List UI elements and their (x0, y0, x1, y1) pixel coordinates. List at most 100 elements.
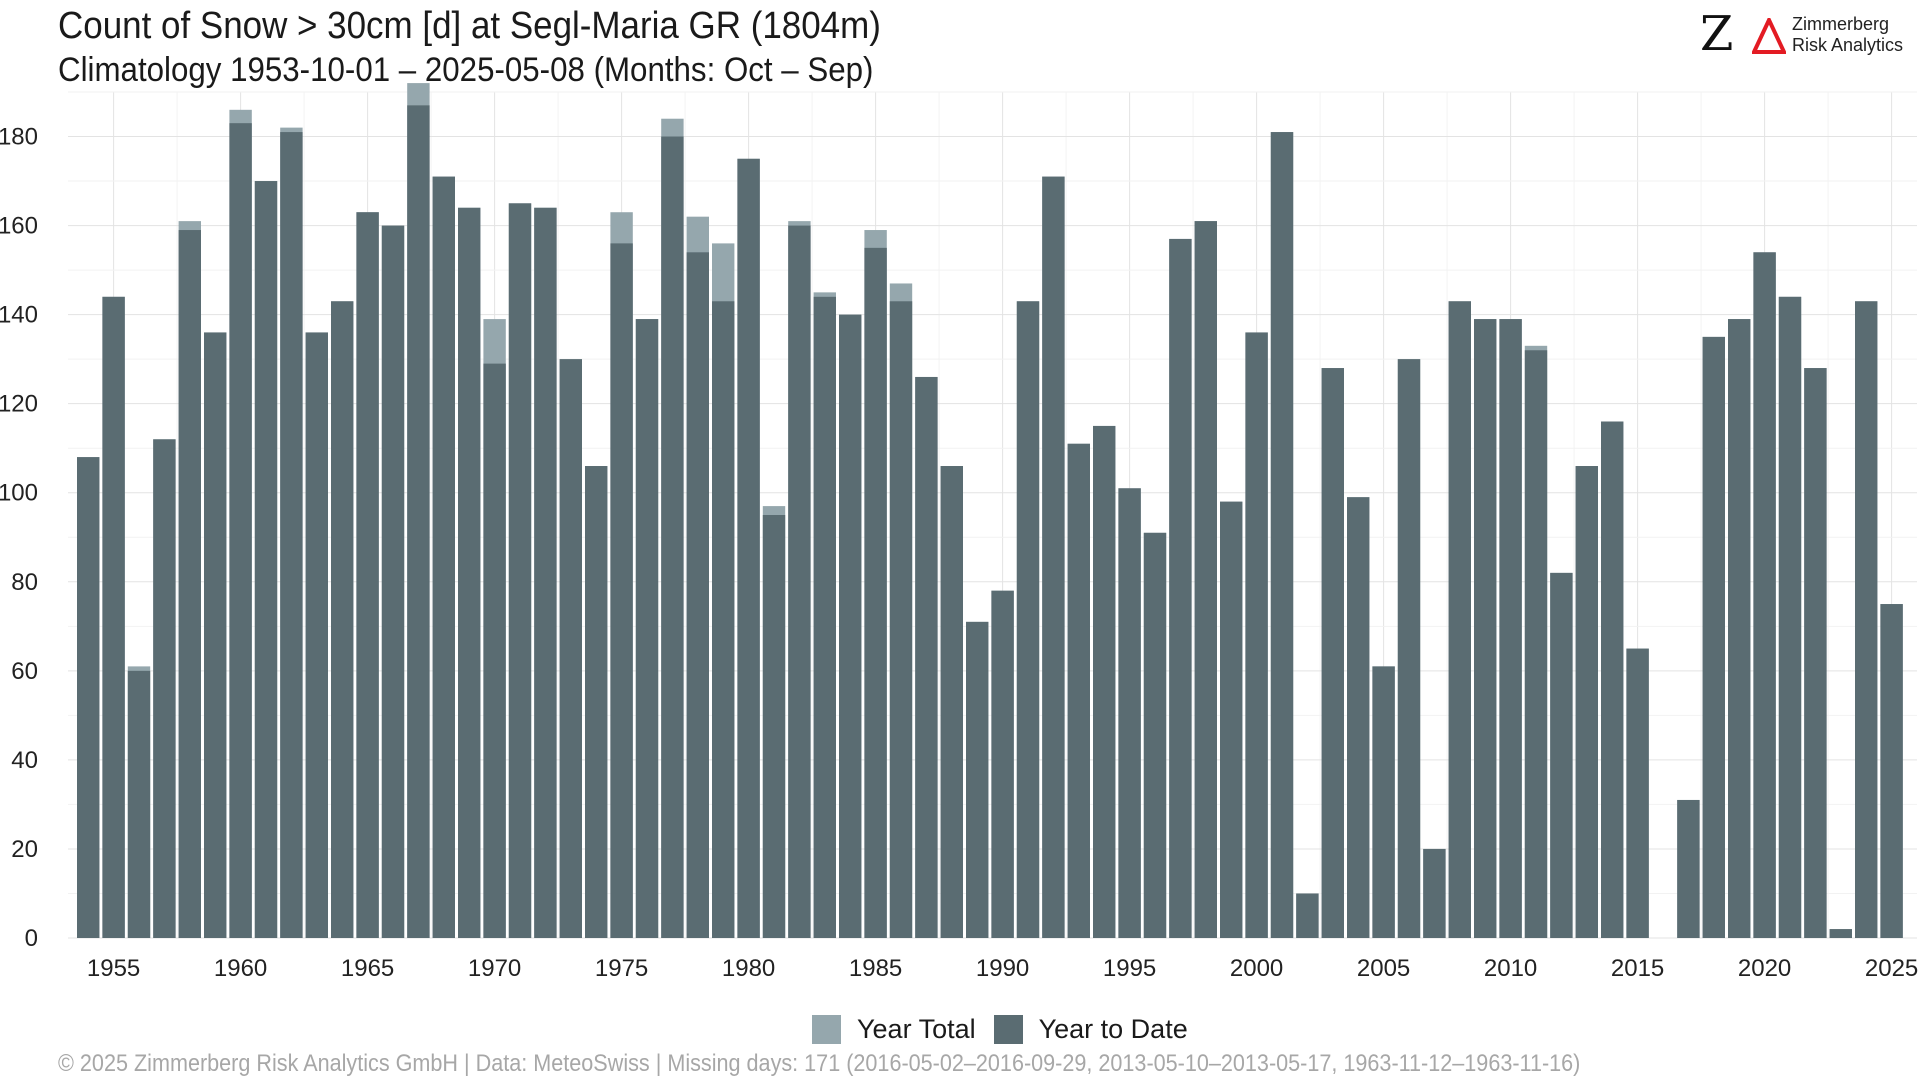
bar-year-to-date (991, 590, 1014, 938)
legend-item-year-total: Year Total (812, 1014, 976, 1045)
bar-year-to-date (1067, 443, 1090, 938)
bar-year-to-date (432, 176, 455, 939)
page-title: Count of Snow > 30cm [d] at Segl-Maria G… (58, 5, 881, 47)
logo-z-mark: Z (1700, 6, 1734, 62)
bar-chart: 0 20 40 60 80 100 120 140 160 180 1955 1960 1965 197… (0, 83, 1918, 982)
x-tick-label: 1965 (341, 955, 394, 982)
y-tick-label: 120 (0, 391, 38, 418)
bar-year-to-date (204, 332, 227, 938)
bar-year-to-date (1194, 221, 1217, 938)
bar-year-to-date (331, 301, 354, 938)
y-tick-label: 20 (11, 836, 38, 863)
x-axis-ticks: 1955 1960 1965 1970 1975 1980 1985 1990 1995 2000… (87, 955, 1918, 982)
bar-year-to-date (483, 363, 506, 938)
bar-year-to-date (1728, 319, 1751, 938)
x-tick-label: 1995 (1103, 955, 1156, 982)
y-tick-label: 100 (0, 480, 38, 507)
x-tick-label: 1980 (722, 955, 775, 982)
bar-year-to-date (1778, 296, 1802, 938)
x-tick-label: 1985 (849, 955, 902, 982)
bar-year-to-date (508, 203, 532, 938)
bar-year-to-date (1143, 532, 1167, 938)
bar-year-to-date (1245, 332, 1268, 938)
bar-year-to-date (940, 466, 963, 938)
bar-year-to-date (661, 136, 684, 939)
logo-line-1: Zimmerberg (1792, 14, 1890, 34)
bar-year-to-date (1169, 238, 1192, 939)
bar-year-to-date (1118, 488, 1141, 938)
bar-year-to-date (585, 466, 608, 938)
x-tick-label: 1990 (976, 955, 1029, 982)
bar-year-to-date (1397, 359, 1421, 938)
bar-year-to-date (839, 314, 862, 938)
bar-year-to-date (1321, 368, 1344, 938)
bar-year-to-date (737, 158, 760, 938)
bar-year-to-date (762, 515, 786, 938)
bar-year-to-date (1829, 929, 1852, 938)
bar-year-to-date (458, 207, 481, 938)
bar-year-to-date (1296, 893, 1319, 938)
bar-year-to-date (1423, 848, 1446, 938)
x-tick-label: 1975 (595, 955, 648, 982)
bar-year-to-date (1499, 319, 1522, 938)
y-tick-label: 60 (11, 658, 38, 685)
legend-swatch-year-total (812, 1014, 841, 1044)
bar-year-to-date (788, 225, 811, 938)
company-logo: Z Zimmerberg Risk Analytics (1700, 6, 1903, 62)
x-tick-label: 1960 (214, 955, 267, 982)
bar-year-to-date (1474, 319, 1497, 938)
bar-year-to-date (1372, 666, 1395, 938)
legend-label-year-to-date: Year to Date (1038, 1013, 1188, 1044)
x-tick-label: 2025 (1865, 955, 1918, 982)
chart-legend: Year Total Year to Date (812, 1013, 1206, 1045)
bar-year-to-date (127, 670, 151, 938)
bar-year-to-date (1601, 421, 1624, 938)
y-tick-label: 180 (0, 124, 38, 151)
bar-year-to-date (1550, 572, 1573, 938)
bar-year-to-date (254, 181, 278, 939)
legend-item-year-to-date: Year to Date (993, 1013, 1188, 1045)
bar-year-to-date (77, 457, 100, 938)
series-year-to-date (77, 105, 1903, 939)
x-tick-label: 1970 (468, 955, 521, 982)
bar-year-to-date (1677, 799, 1700, 938)
bar-year-to-date (966, 621, 989, 938)
bar-year-to-date (1626, 648, 1649, 938)
y-tick-label: 80 (11, 569, 38, 596)
x-tick-label: 1955 (87, 955, 140, 982)
footer-credits: © 2025 Zimmerberg Risk Analytics GmbH | … (58, 1050, 1581, 1077)
bar-year-to-date (102, 296, 125, 938)
bar-year-to-date (864, 247, 887, 938)
bar-year-to-date (1042, 176, 1065, 939)
y-tick-label: 160 (0, 213, 38, 240)
logo-delta-icon (1752, 18, 1786, 54)
bar-year-to-date (1270, 132, 1294, 939)
bar-year-to-date (1347, 497, 1370, 938)
x-tick-label: 2020 (1738, 955, 1791, 982)
bar-year-to-date (1448, 301, 1471, 938)
bar-year-to-date (635, 319, 659, 938)
bar-year-to-date (356, 212, 379, 938)
y-tick-label: 40 (11, 747, 38, 774)
bar-year-to-date (1804, 368, 1827, 938)
bar-year-to-date (1220, 501, 1243, 938)
bar-year-to-date (1702, 336, 1725, 938)
bar-year-to-date (534, 207, 557, 938)
bar-year-to-date (915, 376, 938, 939)
legend-label-year-total: Year Total (857, 1013, 976, 1044)
bar-year-to-date (889, 301, 913, 938)
x-tick-label: 2000 (1230, 955, 1283, 982)
bar-year-to-date (407, 105, 430, 938)
x-tick-label: 2010 (1484, 955, 1537, 982)
bar-year-to-date (1753, 252, 1776, 938)
bar-year-to-date (1855, 301, 1878, 938)
y-axis-ticks: 0 20 40 60 80 100 120 140 160 180 (0, 124, 38, 952)
bar-year-to-date (1016, 301, 1040, 938)
y-tick-label: 0 (25, 925, 38, 952)
bar-year-to-date (280, 132, 303, 939)
bar-year-to-date (813, 296, 836, 938)
logo-text: Zimmerberg Risk Analytics (1792, 14, 1903, 56)
x-tick-label: 2005 (1357, 955, 1410, 982)
logo-line-2: Risk Analytics (1792, 35, 1904, 55)
bar-year-to-date (559, 359, 582, 938)
